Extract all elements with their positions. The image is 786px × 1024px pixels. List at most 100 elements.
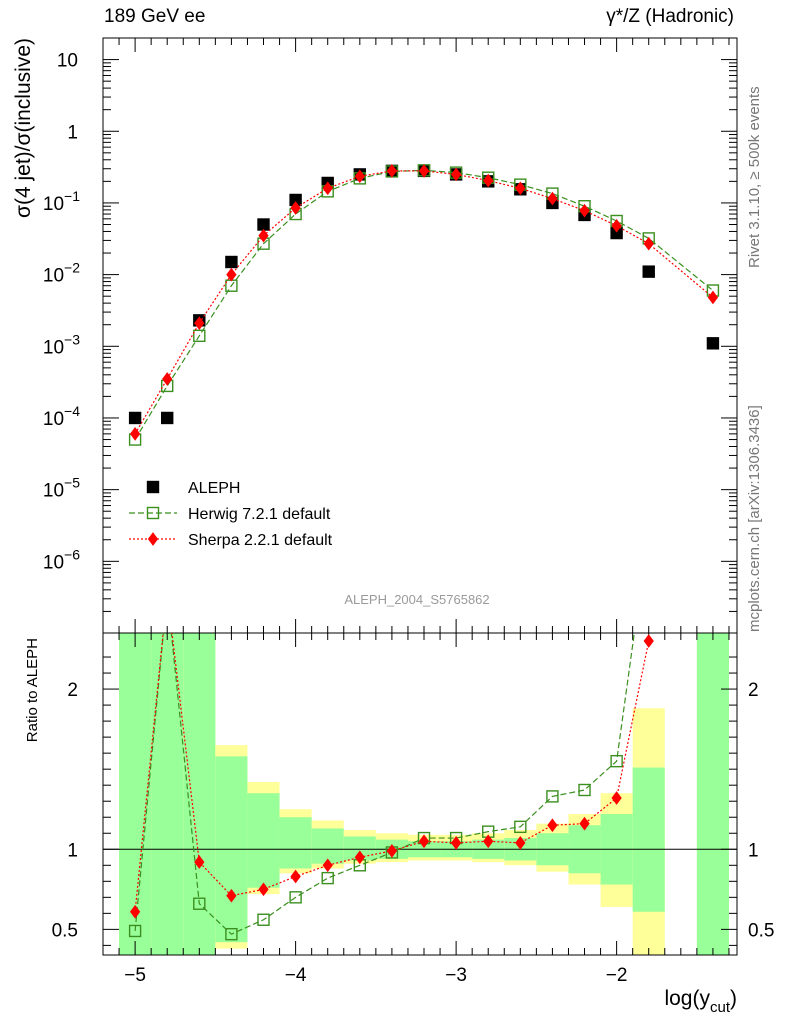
y-axis-title-bottom: Ratio to ALEPH bbox=[24, 638, 41, 742]
y-tick-label-bottom-left-0: 0.5 bbox=[52, 920, 78, 941]
ratio-series-sherpa bbox=[129, 587, 654, 919]
ratio-point-herwig-15 bbox=[610, 754, 623, 768]
main-point-herwig-2 bbox=[193, 329, 206, 343]
plot-title-right: γ*/Z (Hadronic) bbox=[606, 6, 734, 27]
y-tick-label-bottom-left-1: 1 bbox=[67, 840, 78, 861]
legend-marker-2 bbox=[147, 532, 159, 546]
x-axis-title: log(ycut) bbox=[664, 987, 737, 1016]
main-series-data bbox=[128, 164, 720, 425]
main-point-data-1 bbox=[161, 411, 174, 425]
band-inner-6 bbox=[311, 828, 344, 864]
main-point-sherpa-0 bbox=[129, 427, 141, 441]
y-tick-label-top-1: 1 bbox=[67, 122, 78, 143]
main-point-data-16 bbox=[642, 265, 655, 278]
main-point-sherpa-13 bbox=[547, 191, 558, 206]
main-point-sherpa-7 bbox=[354, 169, 365, 184]
ratio-point-sherpa-15 bbox=[611, 791, 622, 805]
band-inner-0 bbox=[119, 633, 152, 955]
ratio-point-herwig-3 bbox=[225, 927, 238, 941]
legend-label-0: ALEPH bbox=[188, 480, 240, 497]
y-tick-label-top-0: 10 bbox=[57, 51, 78, 72]
ratio-point-sherpa-13 bbox=[547, 818, 558, 833]
bottom-frame bbox=[102, 632, 738, 956]
ratio-point-sherpa-2 bbox=[194, 855, 205, 869]
band-inner-16 bbox=[632, 767, 665, 912]
ratio-point-herwig-14 bbox=[578, 783, 591, 797]
legend-marker-0 bbox=[146, 480, 160, 494]
y-tick-label-bottom-left-2: 2 bbox=[67, 680, 78, 701]
main-point-data-3 bbox=[225, 255, 238, 269]
ratio-point-sherpa-6 bbox=[322, 858, 333, 873]
legend-label-1: Herwig 7.2.1 default bbox=[188, 506, 331, 523]
main-point-sherpa-3 bbox=[226, 267, 237, 282]
ratio-point-sherpa-9 bbox=[418, 834, 430, 849]
main-point-sherpa-6 bbox=[322, 181, 333, 196]
main-point-sherpa-11 bbox=[483, 173, 494, 188]
y-tick-label-top-4: 10−3 bbox=[43, 331, 80, 358]
main-point-sherpa-16 bbox=[643, 236, 654, 251]
band-inner-1 bbox=[151, 633, 184, 955]
y-tick-label-top-2: 10−1 bbox=[43, 188, 80, 215]
x-tick-label-1: −4 bbox=[285, 965, 307, 986]
ratio-point-sherpa-0 bbox=[129, 904, 141, 919]
band-inner-17 bbox=[696, 633, 729, 955]
main-point-sherpa-1 bbox=[162, 372, 173, 386]
main-point-sherpa-14 bbox=[579, 203, 590, 218]
main-point-data-0 bbox=[128, 411, 142, 425]
main-point-sherpa-10 bbox=[450, 167, 462, 182]
ratio-point-herwig-2 bbox=[193, 897, 206, 910]
main-point-sherpa-2 bbox=[194, 316, 205, 331]
y-tick-label-top-7: 10−6 bbox=[43, 546, 80, 573]
ratio-point-herwig-12 bbox=[514, 820, 527, 834]
ratio-bands bbox=[119, 633, 729, 955]
main-point-sherpa-9 bbox=[418, 164, 430, 178]
ratio-point-herwig-4 bbox=[257, 913, 270, 926]
ratio-point-sherpa-7 bbox=[354, 850, 365, 865]
analysis-watermark: ALEPH_2004_S5765862 bbox=[344, 592, 489, 607]
ratio-point-herwig-13 bbox=[546, 790, 559, 803]
plot-title-left: 189 GeV ee bbox=[104, 6, 206, 27]
band-inner-5 bbox=[279, 817, 312, 869]
ratio-point-sherpa-4 bbox=[258, 882, 269, 897]
main-line-sherpa bbox=[134, 170, 714, 435]
ratio-point-herwig-16 bbox=[643, 523, 654, 534]
y-tick-label-top-3: 10−2 bbox=[43, 260, 80, 287]
legend-marker-1 bbox=[146, 506, 160, 520]
main-line-herwig bbox=[134, 169, 714, 440]
ratio-point-herwig-5 bbox=[289, 891, 302, 904]
ratio-point-sherpa-12 bbox=[515, 836, 526, 850]
main-series-sherpa bbox=[129, 164, 719, 441]
main-point-sherpa-15 bbox=[611, 218, 622, 233]
ratio-point-sherpa-16 bbox=[643, 634, 654, 648]
ratio-point-sherpa-3 bbox=[226, 888, 237, 903]
x-tick-label-2: −3 bbox=[445, 965, 467, 986]
ratio-point-sherpa-5 bbox=[290, 869, 301, 884]
main-point-sherpa-8 bbox=[386, 164, 398, 178]
main-point-data-4 bbox=[257, 218, 270, 231]
main-point-sherpa-5 bbox=[290, 201, 301, 215]
ratio-point-herwig-0 bbox=[128, 924, 142, 938]
ratio-point-sherpa-10 bbox=[450, 836, 462, 850]
ratio-point-sherpa-11 bbox=[483, 834, 494, 849]
x-tick-label-3: −2 bbox=[606, 965, 628, 986]
ratio-point-sherpa-14 bbox=[579, 816, 590, 831]
y-tick-label-bottom-right-0: 0.5 bbox=[748, 920, 774, 941]
ratio-point-sherpa-1 bbox=[163, 587, 172, 599]
ratio-point-herwig-1 bbox=[162, 587, 173, 598]
main-series-herwig bbox=[128, 164, 720, 446]
main-point-sherpa-12 bbox=[515, 181, 526, 196]
legend: ALEPH Herwig 7.2.1 default Sherpa 2.2.1 de… bbox=[129, 480, 333, 549]
main-point-sherpa-17 bbox=[707, 290, 719, 305]
y-tick-label-bottom-right-2: 2 bbox=[748, 680, 759, 701]
main-point-sherpa-4 bbox=[258, 228, 269, 243]
ratio-point-herwig-6 bbox=[321, 871, 334, 885]
ratio-point-sherpa-8 bbox=[386, 844, 398, 858]
y-tick-label-top-6: 10−5 bbox=[43, 475, 80, 502]
legend-label-2: Sherpa 2.2.1 default bbox=[188, 532, 333, 549]
band-inner-4 bbox=[247, 793, 280, 888]
y-tick-label-bottom-right-1: 1 bbox=[748, 840, 759, 861]
main-point-data-17 bbox=[706, 337, 720, 350]
y-tick-label-top-5: 10−4 bbox=[43, 403, 80, 430]
y-axis-title-top: σ(4 jet)/σ(inclusive) bbox=[12, 38, 35, 218]
